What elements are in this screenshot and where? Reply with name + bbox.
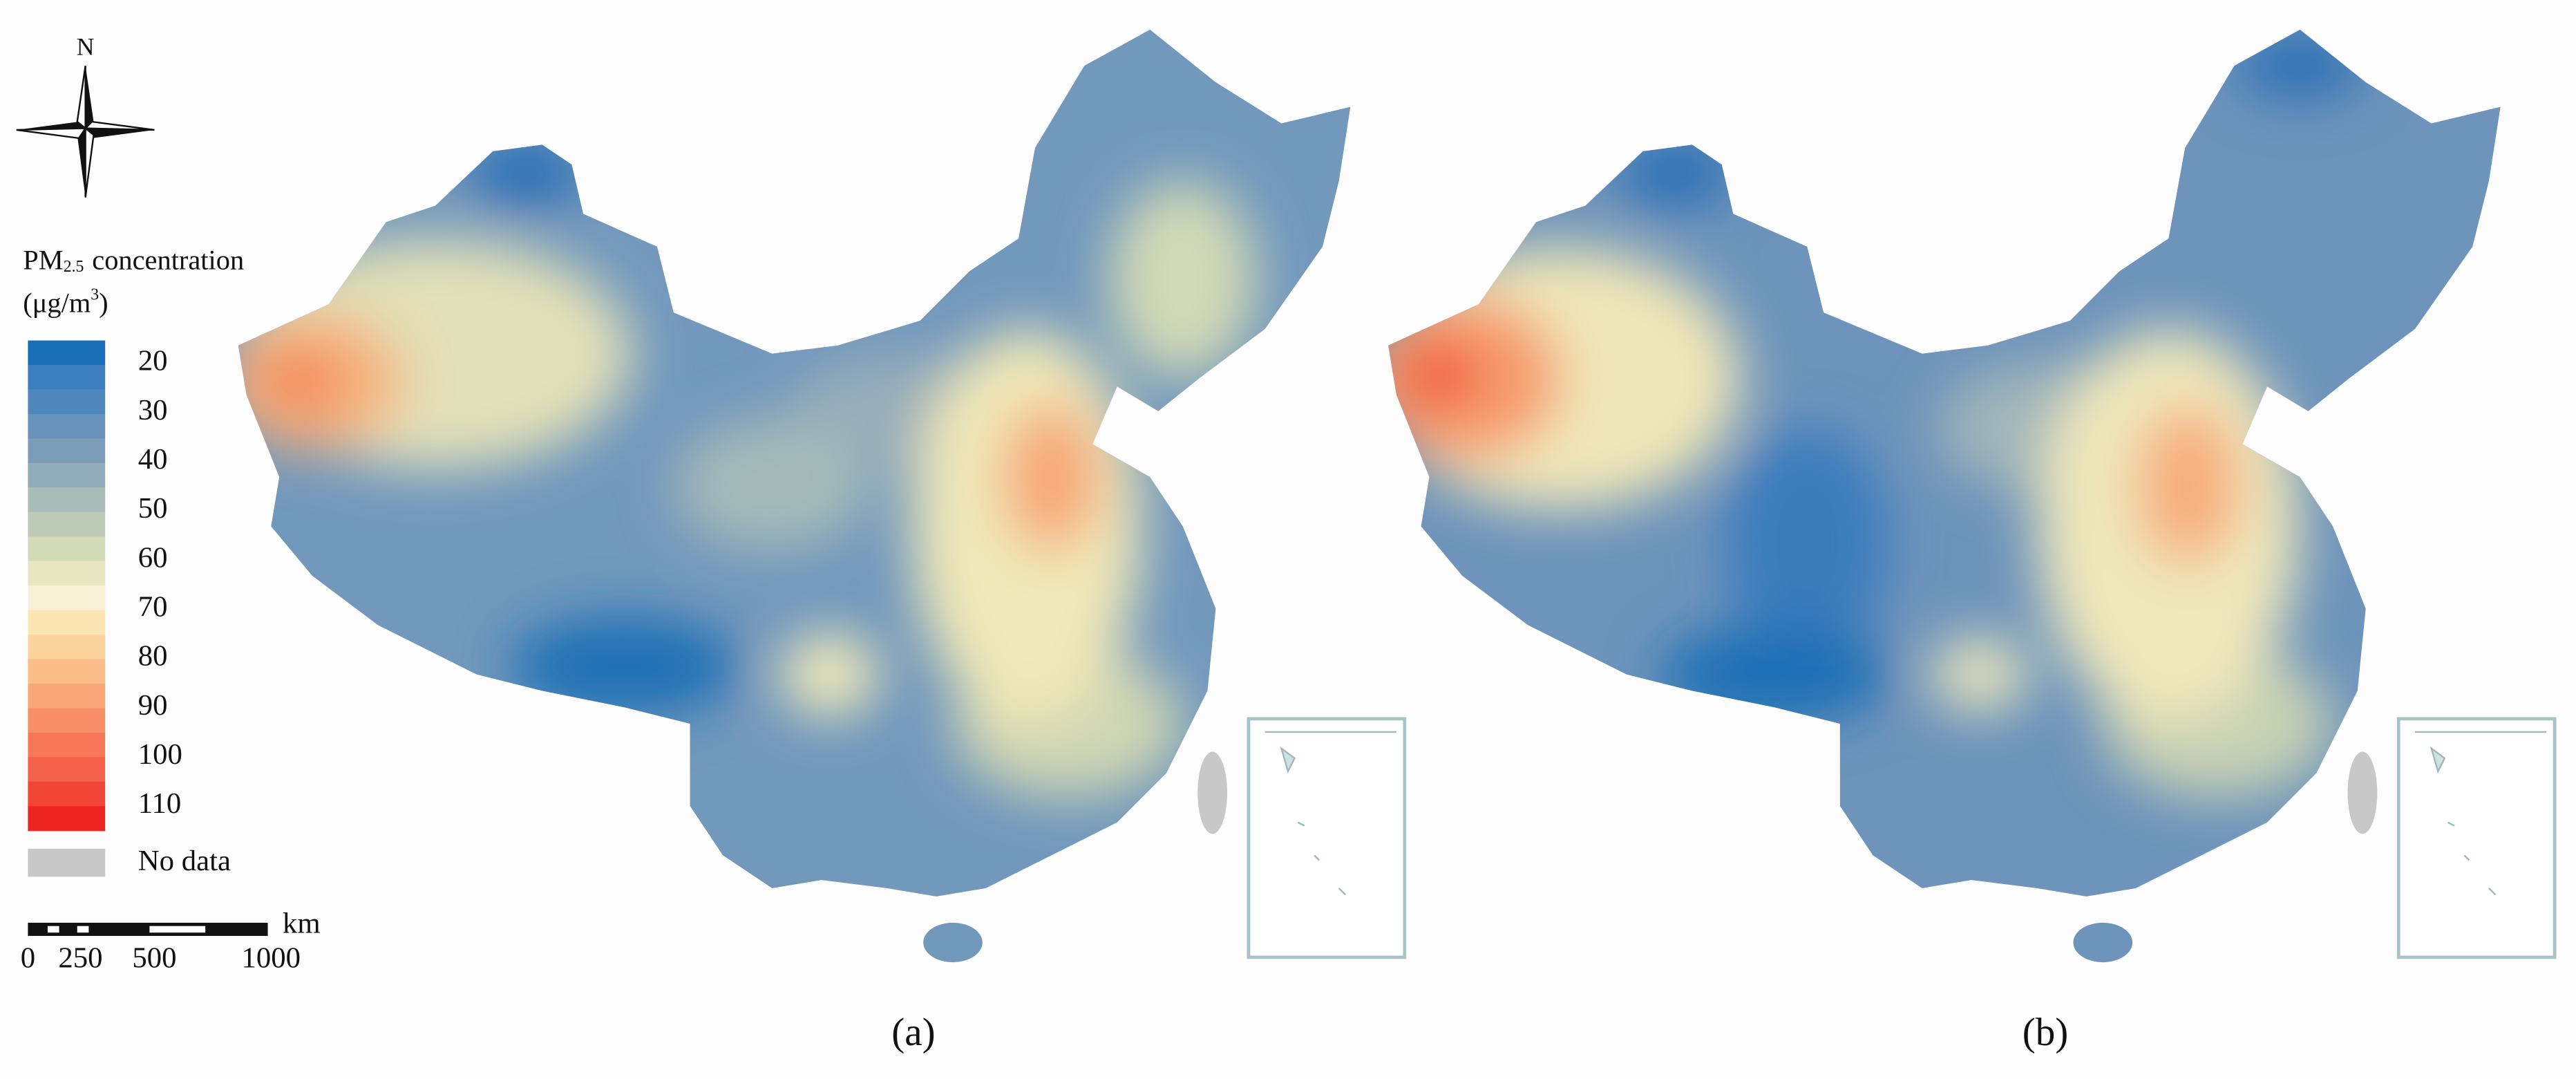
legend-label: 70 — [138, 590, 168, 623]
legend-swatch — [28, 635, 106, 660]
scale-label: 1000 — [242, 941, 301, 974]
legend: PM2.5 concentration (μg/m3) No data 20 30 4… — [23, 245, 244, 877]
scale-unit: km — [283, 908, 321, 940]
legend-label: 110 — [138, 787, 182, 820]
legend-swatch — [28, 438, 106, 464]
legend-label: 60 — [138, 541, 168, 574]
legend-swatch — [28, 340, 106, 366]
legend-swatch — [28, 757, 106, 782]
field — [1403, 348, 1476, 402]
legend-unit-main: (μg/m — [23, 288, 91, 319]
legend-swatch — [28, 561, 106, 586]
legend-swatch — [28, 806, 106, 832]
field — [1725, 427, 1890, 658]
inset-islands — [2415, 731, 2547, 896]
field — [509, 617, 739, 716]
scale-label: 250 — [58, 941, 102, 974]
legend-swatch — [28, 732, 106, 758]
legend-swatch — [28, 781, 106, 807]
taiwan — [2347, 751, 2378, 834]
no-data-label: No data — [138, 845, 231, 877]
field — [1930, 638, 2029, 711]
legend-swatch — [28, 536, 106, 562]
legend-unit-end: ) — [99, 288, 108, 319]
legend-title-sub: 2.5 — [64, 258, 84, 276]
field — [2135, 406, 2241, 565]
no-data-swatch — [28, 848, 106, 877]
scale-bar: km 0 250 500 1000 — [21, 908, 321, 975]
field — [1002, 402, 1101, 552]
legend-swatch — [28, 487, 106, 513]
field — [673, 419, 871, 552]
field — [1108, 180, 1257, 379]
taiwan — [1197, 751, 1228, 834]
inset-box — [2396, 717, 2557, 959]
legend-title-main: PM — [23, 245, 63, 276]
legend-swatch — [28, 708, 106, 733]
field — [263, 355, 336, 409]
legend-title-rest: concentration — [92, 245, 244, 276]
panel-label: (a) — [891, 1011, 935, 1054]
legend-swatch — [28, 512, 106, 537]
legend-label: 50 — [138, 492, 168, 525]
legend-label: 30 — [138, 394, 168, 426]
concentration-field — [1388, 32, 2366, 798]
inset-box — [1247, 717, 1407, 959]
field — [468, 136, 584, 209]
legend-title: PM2.5 concentration — [23, 245, 244, 276]
panel-label: (b) — [2023, 1011, 2069, 1054]
legend-label: 100 — [138, 738, 182, 771]
field — [780, 633, 879, 716]
legend-swatch — [28, 365, 106, 391]
inset-islands — [1265, 731, 1396, 896]
scale-bar-body — [28, 922, 268, 936]
legend-unit: (μg/m3) — [23, 286, 108, 319]
legend-swatch — [28, 683, 106, 709]
concentration-field — [238, 136, 1257, 798]
legend-label: 40 — [138, 443, 168, 476]
field — [1618, 136, 1734, 209]
scale-bar-segment — [77, 926, 89, 933]
scale-bar-segment — [47, 926, 59, 933]
compass-star — [16, 66, 155, 198]
legend-swatch — [28, 659, 106, 684]
legend-swatch — [28, 389, 106, 415]
legend-swatch — [28, 413, 106, 440]
legend-swatch — [28, 610, 106, 635]
scale-label: 500 — [132, 941, 176, 974]
scale-bar-segment — [149, 926, 206, 933]
legend-label: 80 — [138, 640, 168, 673]
legend-unit-sup: 3 — [91, 286, 99, 304]
scale-label: 0 — [21, 941, 35, 974]
compass: N — [16, 33, 155, 198]
legend-label: 90 — [138, 689, 168, 722]
legend-swatch — [28, 462, 106, 489]
compass-north: N — [77, 33, 95, 61]
legend-label: 20 — [138, 345, 168, 377]
legend-swatch — [28, 585, 106, 611]
